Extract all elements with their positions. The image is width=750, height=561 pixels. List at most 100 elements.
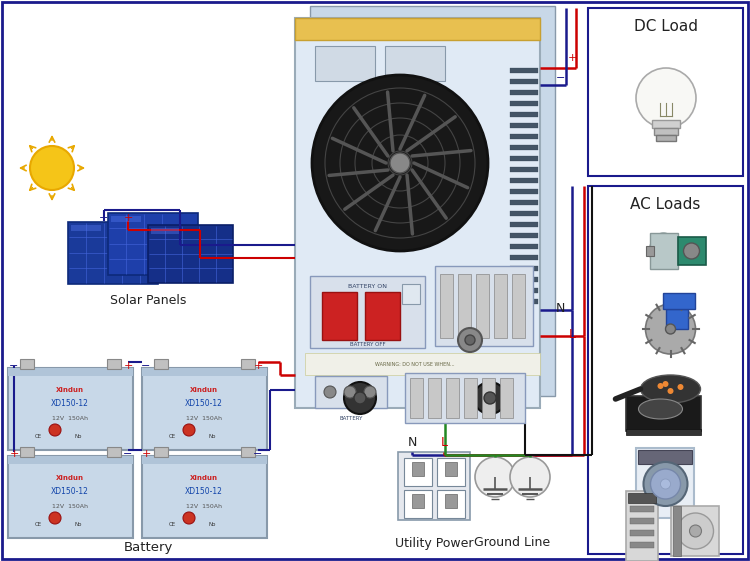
Circle shape [390, 153, 410, 173]
Text: Xindun: Xindun [56, 387, 84, 393]
Bar [108, 213, 198, 275]
Bar [510, 233, 538, 238]
Bar [673, 506, 680, 556]
Bar [20, 359, 34, 369]
Bar [510, 189, 538, 194]
Text: 12V  150Ah: 12V 150Ah [52, 504, 88, 508]
Bar [626, 491, 658, 561]
Circle shape [183, 424, 195, 436]
Bar [111, 216, 141, 222]
Bar [445, 494, 457, 508]
Circle shape [312, 75, 488, 251]
Circle shape [677, 384, 683, 390]
Text: Xindun: Xindun [190, 475, 218, 481]
Bar [412, 494, 424, 508]
Circle shape [324, 386, 336, 398]
Bar [650, 233, 677, 269]
Text: Ground Line: Ground Line [475, 536, 550, 550]
Bar [510, 68, 538, 73]
Bar [510, 211, 538, 216]
Bar [142, 456, 267, 464]
Text: BATTERY ON: BATTERY ON [349, 283, 388, 288]
Ellipse shape [638, 399, 682, 419]
Text: Solar Panels: Solar Panels [110, 293, 186, 306]
Text: XD150-12: XD150-12 [51, 486, 89, 495]
Text: N: N [407, 436, 417, 449]
Circle shape [683, 243, 700, 259]
Bar [142, 368, 267, 376]
Text: XD150-12: XD150-12 [51, 398, 89, 407]
Bar [154, 447, 168, 457]
Circle shape [183, 512, 195, 524]
Text: −: − [141, 361, 151, 371]
Bar [142, 368, 267, 450]
Text: −: − [123, 449, 133, 459]
Bar [107, 359, 121, 369]
Bar [68, 222, 158, 284]
Bar [510, 167, 538, 172]
Bar [629, 506, 653, 512]
Text: +: + [141, 449, 151, 459]
Bar [241, 359, 255, 369]
Bar [142, 456, 267, 538]
Bar [305, 353, 540, 375]
Text: Utility Power: Utility Power [394, 536, 473, 550]
Bar [404, 490, 432, 518]
Bar [404, 458, 432, 486]
Text: 12V  150Ah: 12V 150Ah [186, 504, 222, 508]
Text: BATTERY OFF: BATTERY OFF [350, 342, 386, 347]
Text: BATTERY: BATTERY [339, 416, 363, 421]
Bar [8, 456, 133, 464]
Bar [20, 447, 34, 457]
Text: No: No [209, 522, 216, 527]
Bar [629, 518, 653, 524]
Bar [402, 284, 420, 304]
Bar [151, 228, 179, 234]
Circle shape [474, 382, 506, 414]
Circle shape [662, 381, 668, 387]
Text: +: + [254, 361, 262, 371]
Bar [398, 452, 470, 520]
Bar [510, 299, 538, 304]
Text: WARNING: DO NOT USE WHEN...: WARNING: DO NOT USE WHEN... [375, 361, 454, 366]
Circle shape [475, 457, 515, 497]
Bar [446, 378, 459, 418]
Text: +: + [9, 449, 19, 459]
Bar [510, 200, 538, 205]
Bar [500, 378, 513, 418]
Bar [670, 506, 718, 556]
Text: −: − [556, 73, 566, 83]
Bar [665, 309, 688, 329]
Bar [628, 493, 656, 503]
Bar [626, 429, 701, 435]
Circle shape [344, 386, 356, 398]
Circle shape [484, 392, 496, 404]
Circle shape [354, 392, 366, 404]
Text: Battery: Battery [123, 541, 172, 554]
Circle shape [658, 383, 664, 389]
Bar [464, 378, 477, 418]
Bar [656, 135, 676, 141]
Circle shape [30, 146, 74, 190]
Bar [428, 378, 441, 418]
Bar [107, 447, 121, 457]
Bar [510, 79, 538, 84]
Text: 12V  150Ah: 12V 150Ah [52, 416, 88, 421]
Bar [71, 225, 101, 231]
Text: CE: CE [169, 522, 176, 527]
Bar [588, 186, 743, 554]
Text: CE: CE [34, 522, 41, 527]
Text: +: + [567, 53, 577, 63]
Circle shape [49, 512, 61, 524]
Bar [315, 376, 387, 408]
Circle shape [344, 382, 376, 414]
Circle shape [636, 68, 696, 128]
Bar [482, 378, 495, 418]
Bar [437, 490, 465, 518]
Ellipse shape [640, 375, 700, 403]
Bar [510, 288, 538, 293]
Bar [629, 530, 653, 536]
Text: No: No [74, 434, 82, 439]
Bar [315, 46, 375, 81]
Bar [588, 8, 743, 176]
